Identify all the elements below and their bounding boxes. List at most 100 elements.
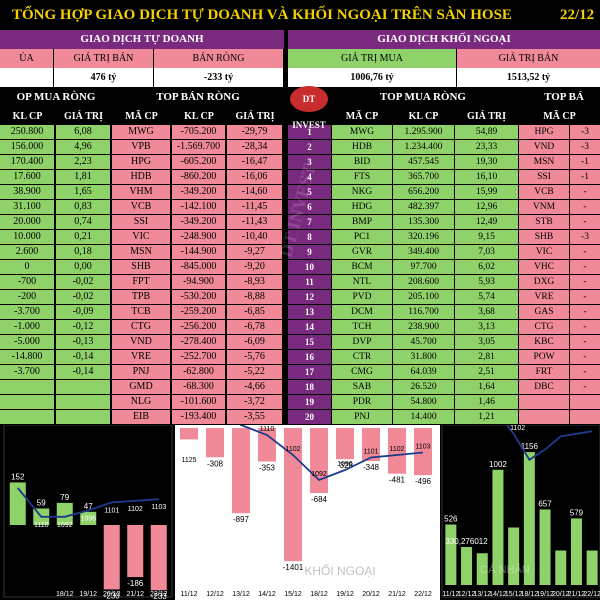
sell-ticker: SSI [112, 215, 170, 229]
sell-value: -3,55 [227, 410, 282, 424]
buy-volume: 1.234.400 [393, 140, 454, 154]
bar-label: 330,276012 [445, 537, 488, 546]
bar-label: 657 [538, 499, 552, 508]
buy-ticker: PDR [332, 395, 392, 409]
x-tick-label: 13/12 [232, 591, 250, 598]
sell-volume: -860.200 [172, 170, 225, 184]
sell-volume: - [570, 365, 600, 379]
buy-volume: 365.700 [393, 170, 454, 184]
buy-volume [0, 380, 54, 394]
x-tick-label: 18/12 [310, 591, 328, 598]
summary-header: GIÁ TRỊ BÁN [457, 49, 600, 68]
sell-value: -6,09 [227, 335, 282, 349]
buy-volume: -3.700 [0, 305, 54, 319]
sell-value: -8,93 [227, 275, 282, 289]
dt-invest-logo: DT INVEST [290, 86, 328, 130]
x-tick-label: 15/12 [284, 591, 302, 598]
bar-label: -684 [311, 495, 328, 504]
rank-number: 8 [288, 230, 331, 244]
buy-value: -0,13 [56, 335, 110, 349]
bar-ca-nhan-7 [555, 550, 567, 585]
buy-volume: -5.000 [0, 335, 54, 349]
buy-value: 19,30 [455, 155, 518, 169]
rank-number: 13 [288, 305, 331, 319]
sell-volume: - [570, 380, 600, 394]
sell-volume: -605.200 [172, 155, 225, 169]
buy-volume: 482.397 [393, 200, 454, 214]
sell-ticker: VCB [112, 200, 170, 214]
sell-volume: -3 [570, 230, 600, 244]
buy-volume: -14.800 [0, 350, 54, 364]
buy-volume: 457.545 [393, 155, 454, 169]
sell-volume: -1.569.700 [172, 140, 225, 154]
column-header: KL CP [393, 107, 454, 125]
sell-value: -6,78 [227, 320, 282, 334]
buy-value: 2,23 [56, 155, 110, 169]
buy-volume: 64.039 [393, 365, 454, 379]
buy-volume: 38.900 [0, 185, 54, 199]
sell-ticker: VRE [112, 350, 170, 364]
buy-volume [0, 410, 54, 424]
buy-value: 54,89 [455, 125, 518, 139]
index-line [17, 487, 159, 518]
sell-ticker: POW [519, 350, 569, 364]
sell-ticker: VCB [519, 185, 569, 199]
bar-label: -481 [389, 476, 406, 485]
bar-tu-doanh-5 [127, 525, 144, 578]
sell-volume: -3 [570, 125, 600, 139]
index-label: 1102 [128, 506, 143, 513]
buy-value: 0,00 [56, 260, 110, 274]
buy-volume: 1.295.900 [393, 125, 454, 139]
buy-ticker: NKG [332, 185, 392, 199]
sell-volume: -349.200 [172, 215, 225, 229]
buy-value: 4,96 [56, 140, 110, 154]
sell-volume: - [570, 320, 600, 334]
index-label: 1092 [57, 522, 73, 529]
sell-value: -29,79 [227, 125, 282, 139]
sell-volume: -248.900 [172, 230, 225, 244]
sell-volume: - [570, 245, 600, 259]
buy-volume: 250.800 [0, 125, 54, 139]
buy-volume: 349.400 [393, 245, 454, 259]
sell-ticker: VHM [112, 185, 170, 199]
bar-ca-nhan-8 [570, 518, 582, 585]
x-tick-label: 22/12 [150, 591, 168, 598]
index-label: 1102 [285, 446, 300, 453]
bar-ca-nhan-3 [492, 469, 504, 585]
bar-khoi-ngoai-5 [310, 428, 328, 493]
rank-number: 15 [288, 335, 331, 349]
rank-number: 7 [288, 215, 331, 229]
sell-volume: -705.200 [172, 125, 225, 139]
bar-ca-nhan-9 [586, 550, 598, 585]
buy-volume: 20.000 [0, 215, 54, 229]
sell-value: -5,76 [227, 350, 282, 364]
sell-volume: -94.900 [172, 275, 225, 289]
buy-volume: 135.300 [393, 215, 454, 229]
bar-ca-nhan-4 [508, 527, 520, 585]
divider [284, 30, 288, 425]
sell-ticker: GAS [519, 305, 569, 319]
column-header: MÃ CP [332, 107, 392, 125]
buy-value [56, 410, 110, 424]
bar-khoi-ngoai-2 [232, 428, 250, 514]
buy-volume: 14.400 [393, 410, 454, 424]
rank-number: 17 [288, 365, 331, 379]
bar-ca-nhan-1 [461, 547, 473, 585]
sell-value: -5,22 [227, 365, 282, 379]
sell-volume: -142.100 [172, 200, 225, 214]
buy-volume: 238.900 [393, 320, 454, 334]
bar-label: 47 [84, 502, 93, 511]
sell-volume [570, 395, 600, 409]
sell-value: -14,60 [227, 185, 282, 199]
index-label: 1110 [34, 522, 49, 529]
x-tick-label: 19/12 [79, 591, 97, 598]
top-sell-title: TOP BÁN RÒNG [112, 87, 284, 107]
bar-khoi-ngoai-9 [414, 428, 432, 476]
buy-value: 12,96 [455, 200, 518, 214]
sell-ticker: HPG [112, 155, 170, 169]
buy-volume: 17.600 [0, 170, 54, 184]
x-tick-label: 20/12 [552, 591, 570, 598]
buy-ticker: NTL [332, 275, 392, 289]
sell-volume: -62.800 [172, 365, 225, 379]
chart-title: KHỐI NGOẠI [304, 563, 375, 578]
